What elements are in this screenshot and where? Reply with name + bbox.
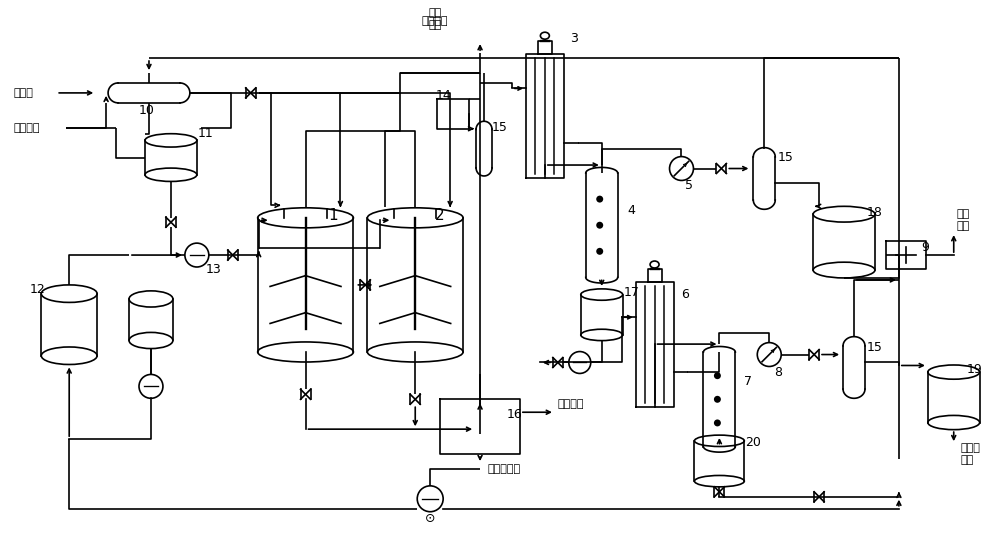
Text: 18: 18 [867,206,883,219]
Text: 尾气
处理: 尾气 处理 [957,209,970,231]
Text: 尾气
处理: 尾气 处理 [429,9,442,30]
Text: 醛类化
合物: 醛类化 合物 [961,443,981,465]
Text: 13: 13 [206,263,222,277]
Circle shape [714,396,721,403]
Text: 3: 3 [570,31,578,45]
Text: 16: 16 [507,408,523,421]
Text: 10: 10 [139,104,155,117]
Text: 醛类化合物: 醛类化合物 [487,464,520,474]
Text: 20: 20 [745,435,761,449]
Circle shape [596,196,603,203]
Text: 尾气处理: 尾气处理 [422,17,448,26]
Text: 4: 4 [628,204,636,217]
Text: 烯烃原料: 烯烃原料 [13,123,40,133]
Text: 11: 11 [198,127,214,140]
Text: 17: 17 [624,286,640,300]
Text: 5: 5 [685,179,693,192]
Text: 7: 7 [744,375,752,388]
Text: 1: 1 [328,208,338,223]
Circle shape [714,419,721,426]
Text: 12: 12 [29,284,45,296]
Text: 14: 14 [435,90,451,102]
Text: 15: 15 [492,121,508,134]
Text: 合成气: 合成气 [13,88,33,98]
Text: ⊙: ⊙ [425,512,435,525]
Text: 6: 6 [681,288,689,301]
Text: 15: 15 [867,341,883,354]
Text: 8: 8 [774,366,782,379]
Circle shape [714,372,721,379]
Text: 2: 2 [435,208,445,223]
Text: 15: 15 [777,151,793,164]
Circle shape [596,248,603,255]
Text: 19: 19 [967,363,982,376]
Circle shape [596,222,603,229]
Text: 9: 9 [921,240,929,254]
Text: 尾气处理: 尾气处理 [558,399,584,409]
